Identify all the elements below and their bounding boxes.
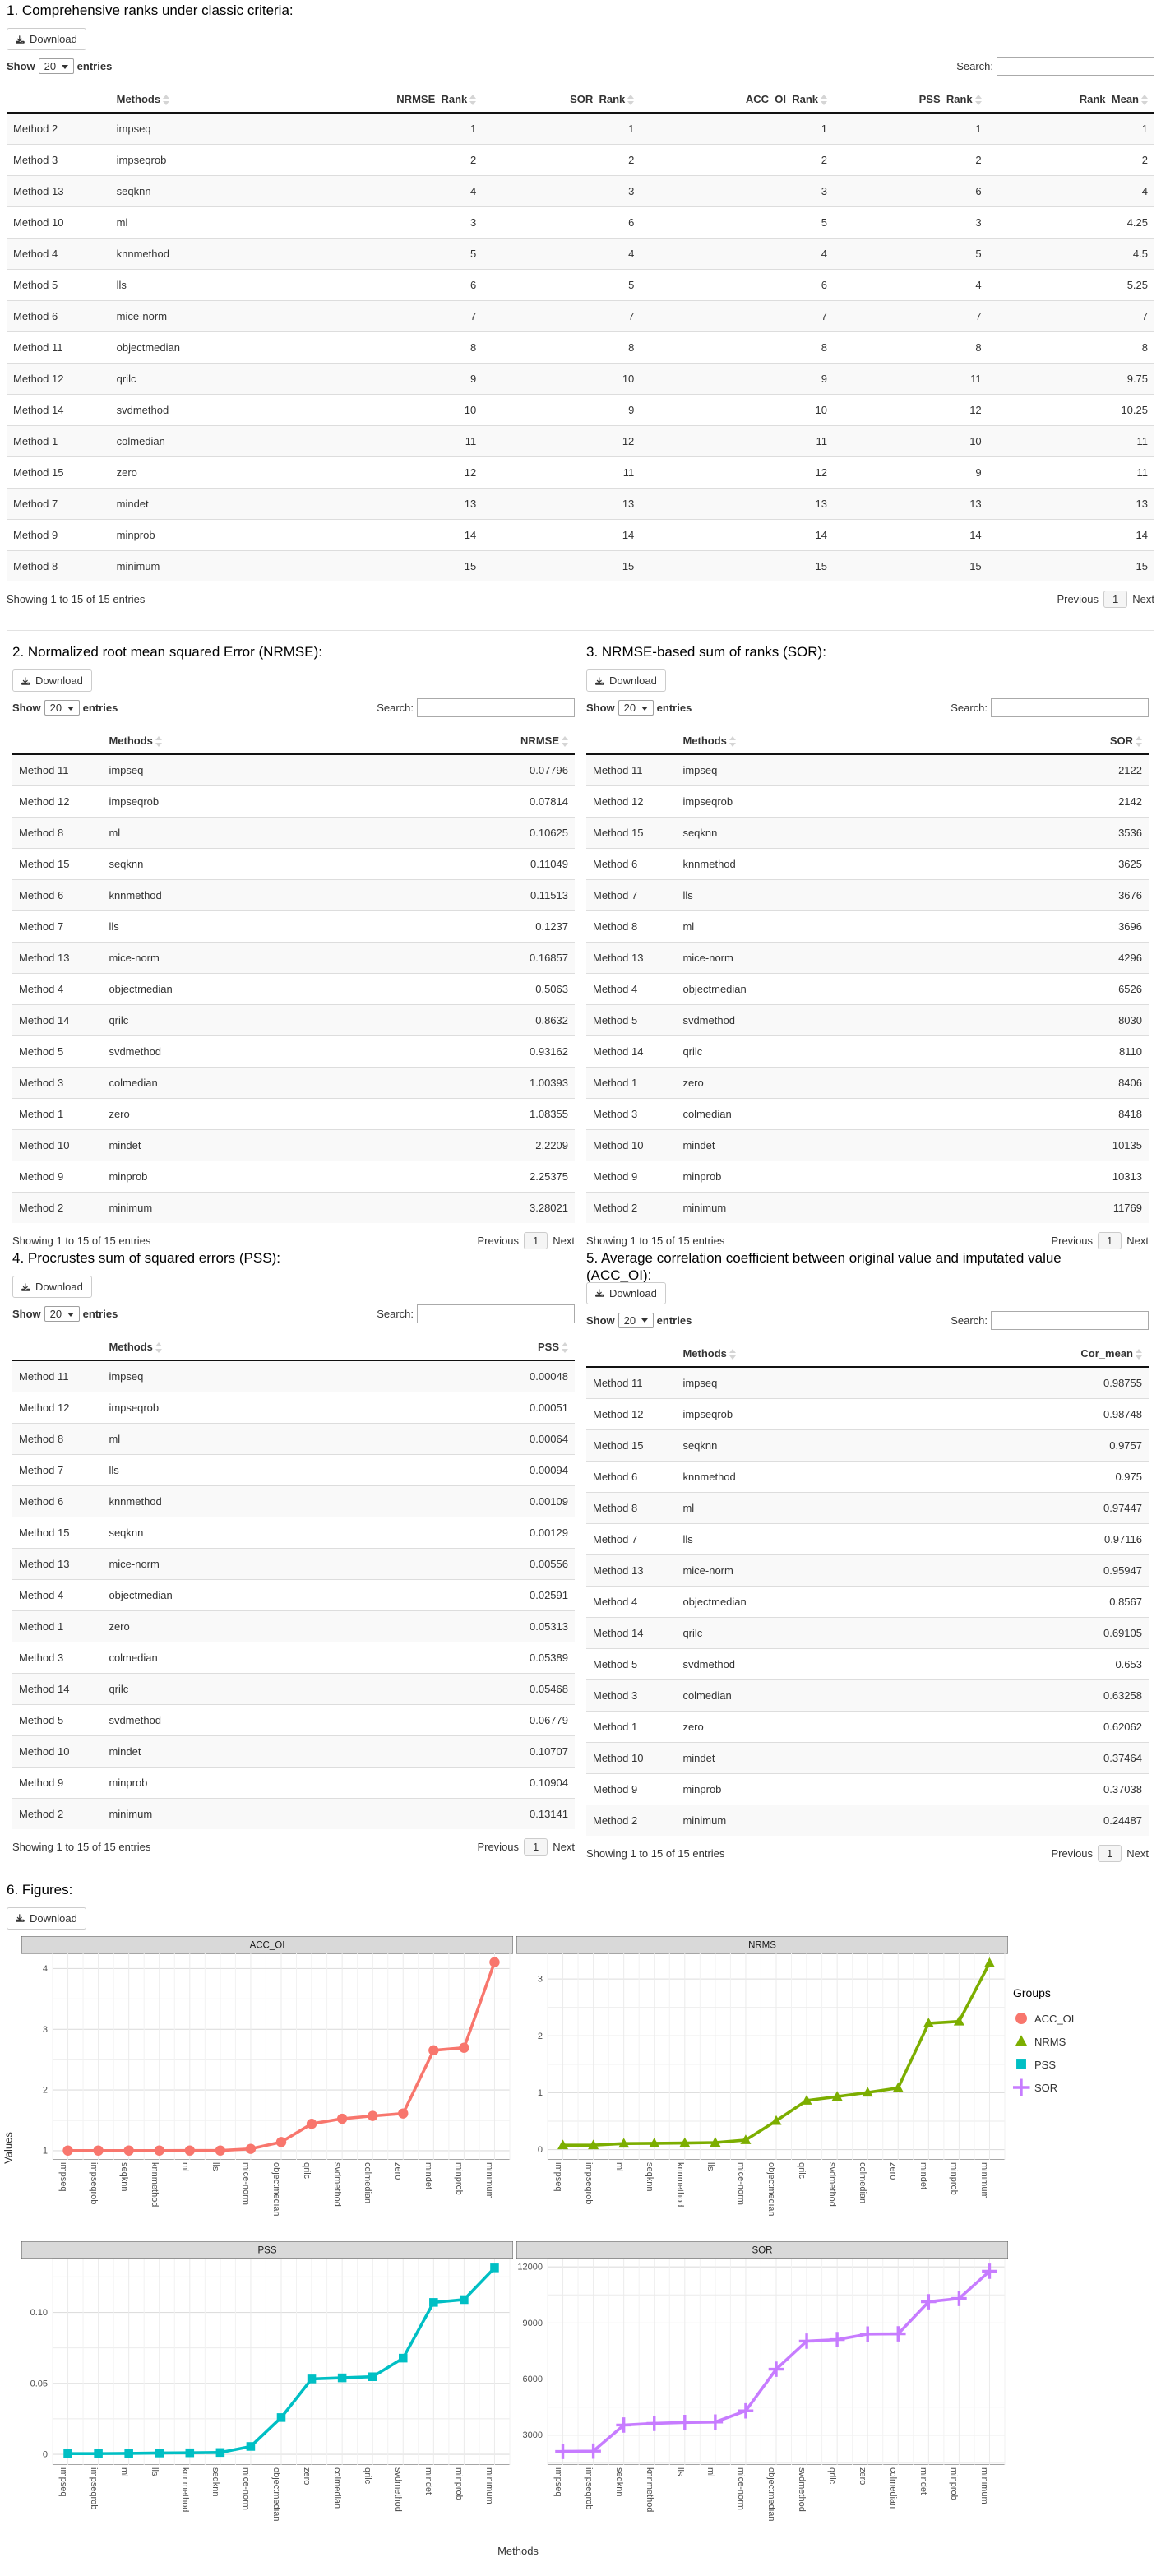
svg-text:SOR: SOR — [1034, 2082, 1057, 2094]
svg-text:PSS: PSS — [1034, 2059, 1056, 2071]
svg-text:0.10: 0.10 — [30, 2308, 48, 2318]
svg-text:3: 3 — [538, 1975, 543, 1985]
svg-text:0: 0 — [538, 2145, 543, 2155]
svg-text:6000: 6000 — [523, 2374, 543, 2384]
svg-text:1: 1 — [43, 2146, 48, 2156]
svg-text:0.05: 0.05 — [30, 2379, 48, 2388]
svg-text:SOR: SOR — [752, 2245, 773, 2255]
svg-text:NRMS: NRMS — [748, 1940, 776, 1950]
svg-text:Groups: Groups — [1013, 1986, 1051, 1999]
svg-text:0: 0 — [43, 2450, 48, 2460]
svg-text:PSS: PSS — [257, 2245, 276, 2255]
svg-text:3000: 3000 — [523, 2430, 543, 2440]
svg-text:NRMS: NRMS — [1034, 2036, 1066, 2048]
svg-text:2: 2 — [43, 2086, 48, 2096]
svg-text:ACC_OI: ACC_OI — [250, 1940, 285, 1950]
svg-text:2: 2 — [538, 2032, 543, 2041]
svg-text:4: 4 — [43, 1964, 48, 1974]
svg-text:ACC_OI: ACC_OI — [1034, 2013, 1074, 2025]
svg-text:12000: 12000 — [517, 2263, 543, 2273]
svg-text:1: 1 — [538, 2088, 543, 2098]
svg-text:9000: 9000 — [523, 2319, 543, 2328]
svg-text:3: 3 — [43, 2025, 48, 2035]
